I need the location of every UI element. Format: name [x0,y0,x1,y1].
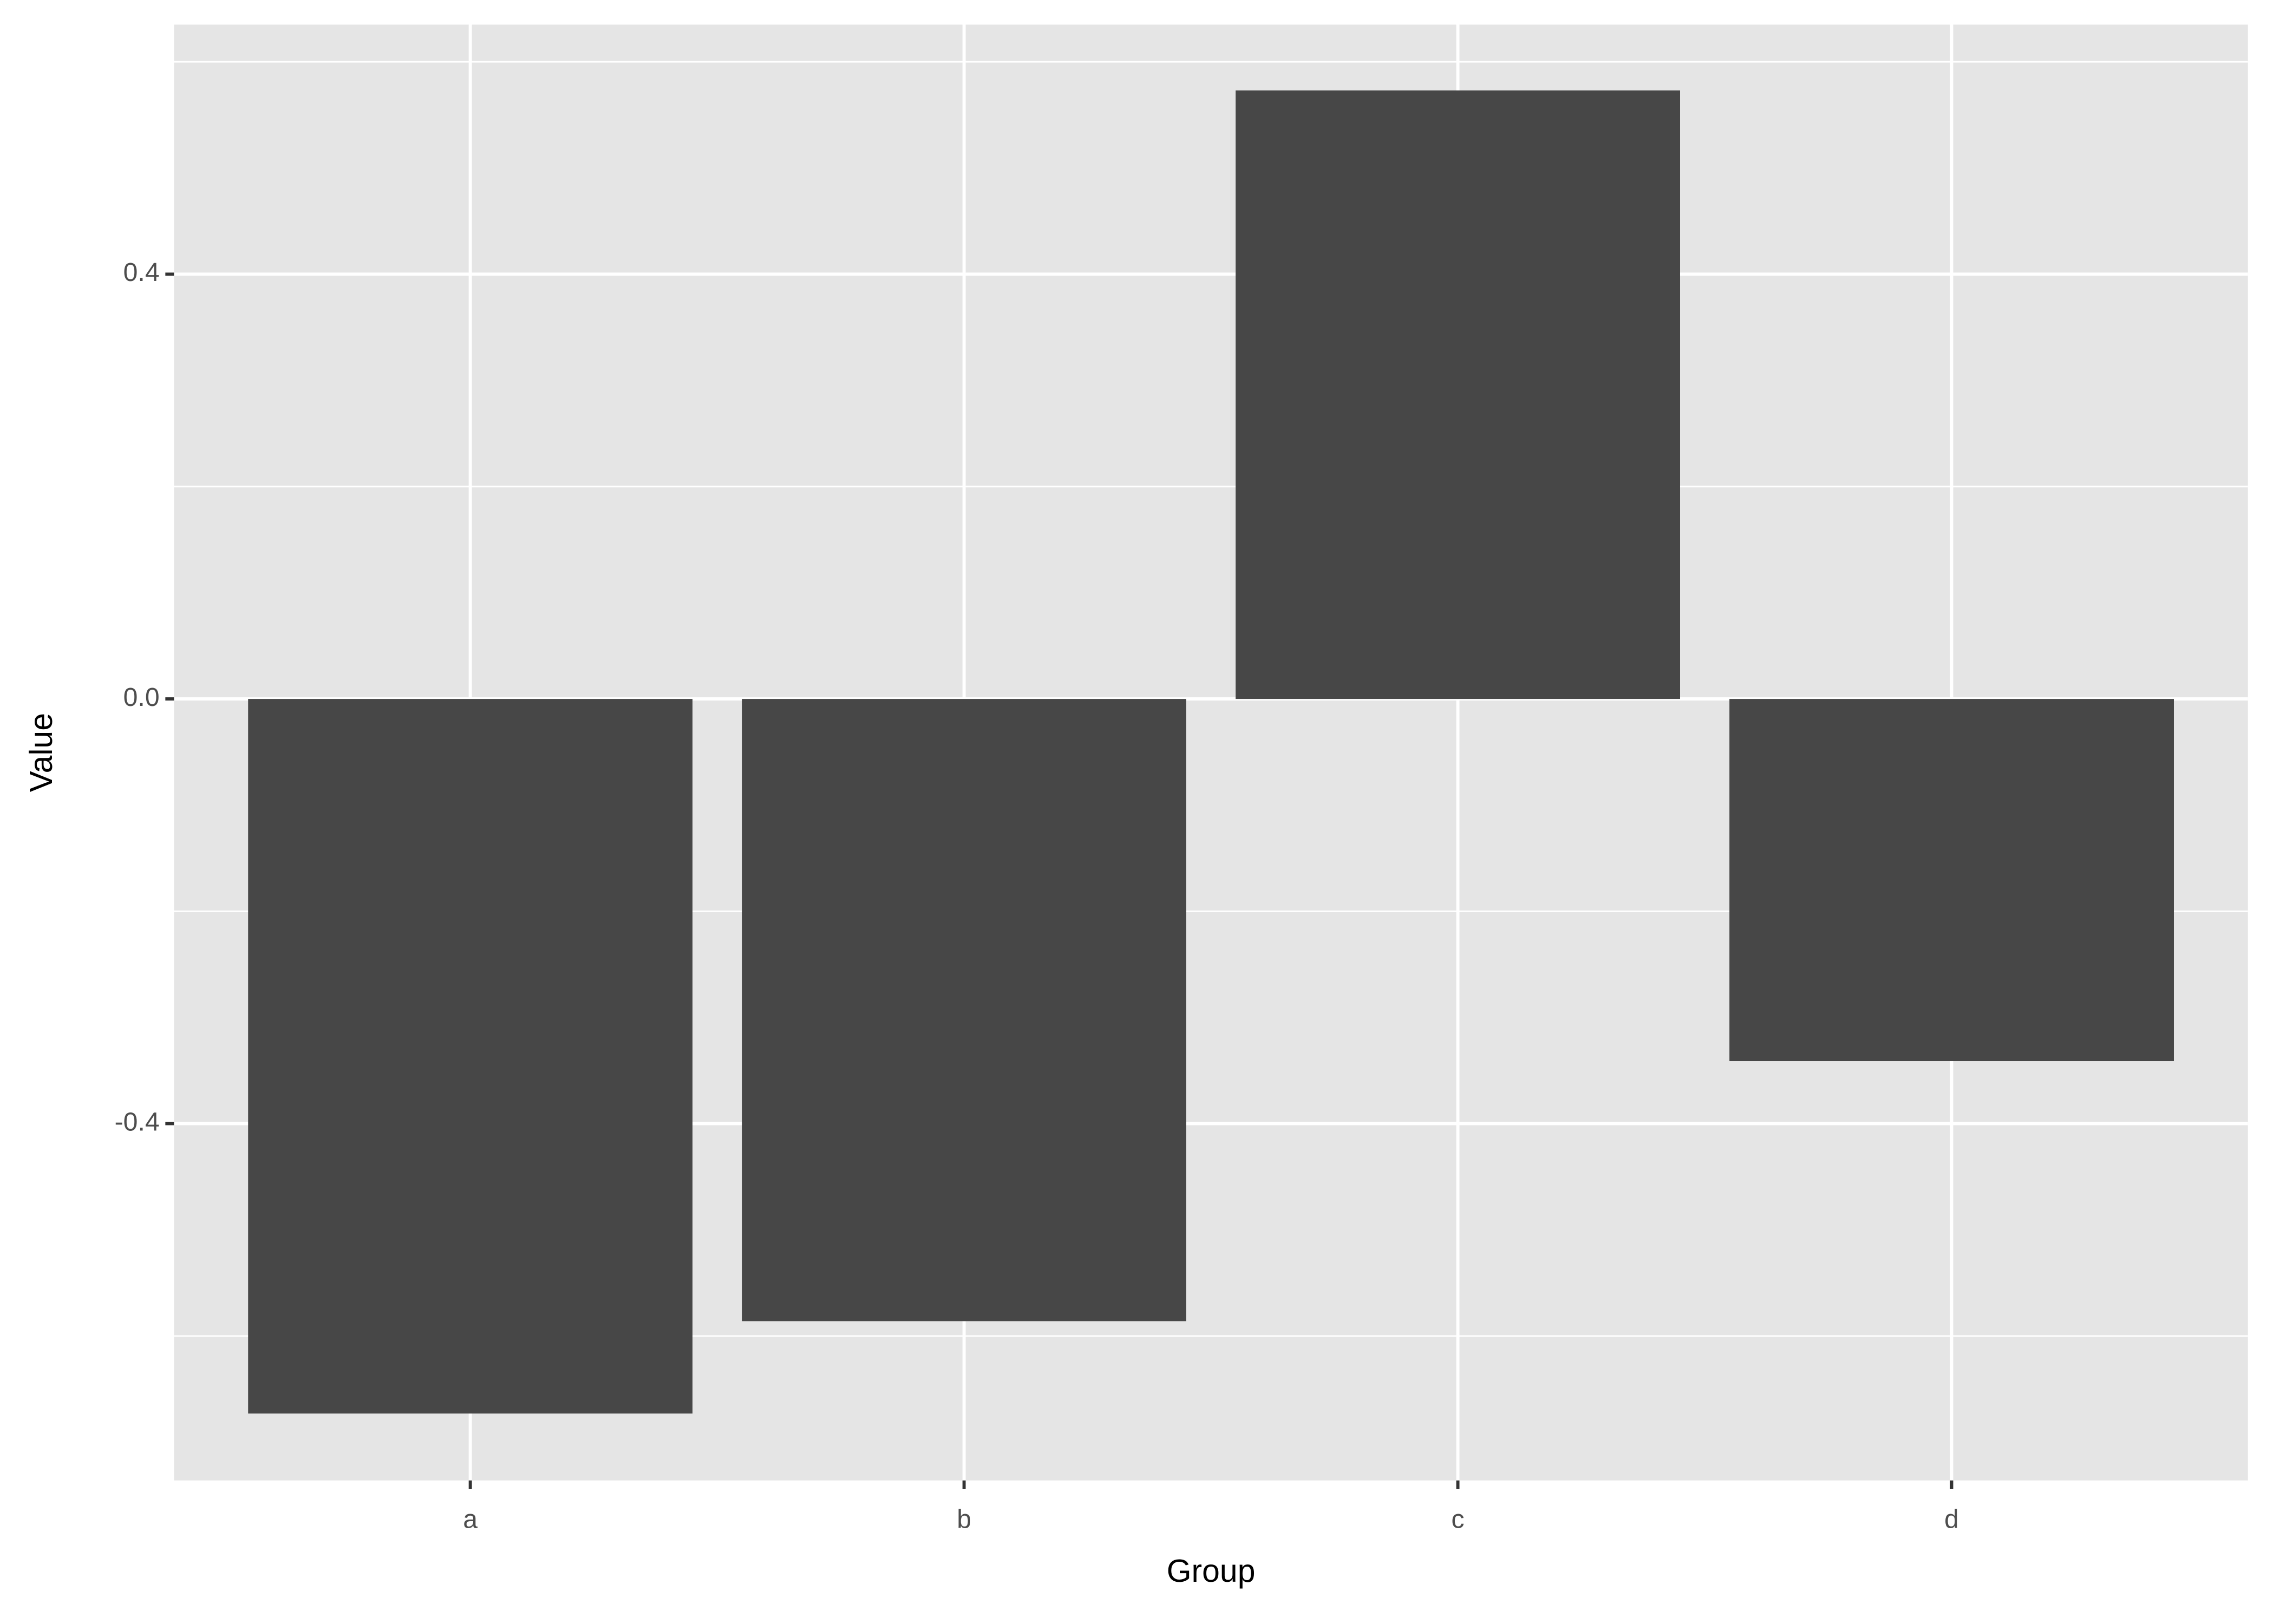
y-axis-title: Value [24,713,59,792]
bar [1236,90,1680,699]
x-tick-label: c [1452,1505,1465,1534]
bar [1729,699,2174,1062]
bar [742,699,1187,1321]
bar [248,699,693,1414]
x-tick-label: d [1944,1505,1959,1534]
y-tick-label: 0.4 [123,258,160,287]
y-tick-label: 0.0 [123,683,160,712]
y-tick-label: -0.4 [115,1107,160,1136]
x-axis-title: Group [1167,1554,1256,1589]
x-tick-label: a [463,1505,478,1534]
x-tick-label: b [957,1505,971,1534]
